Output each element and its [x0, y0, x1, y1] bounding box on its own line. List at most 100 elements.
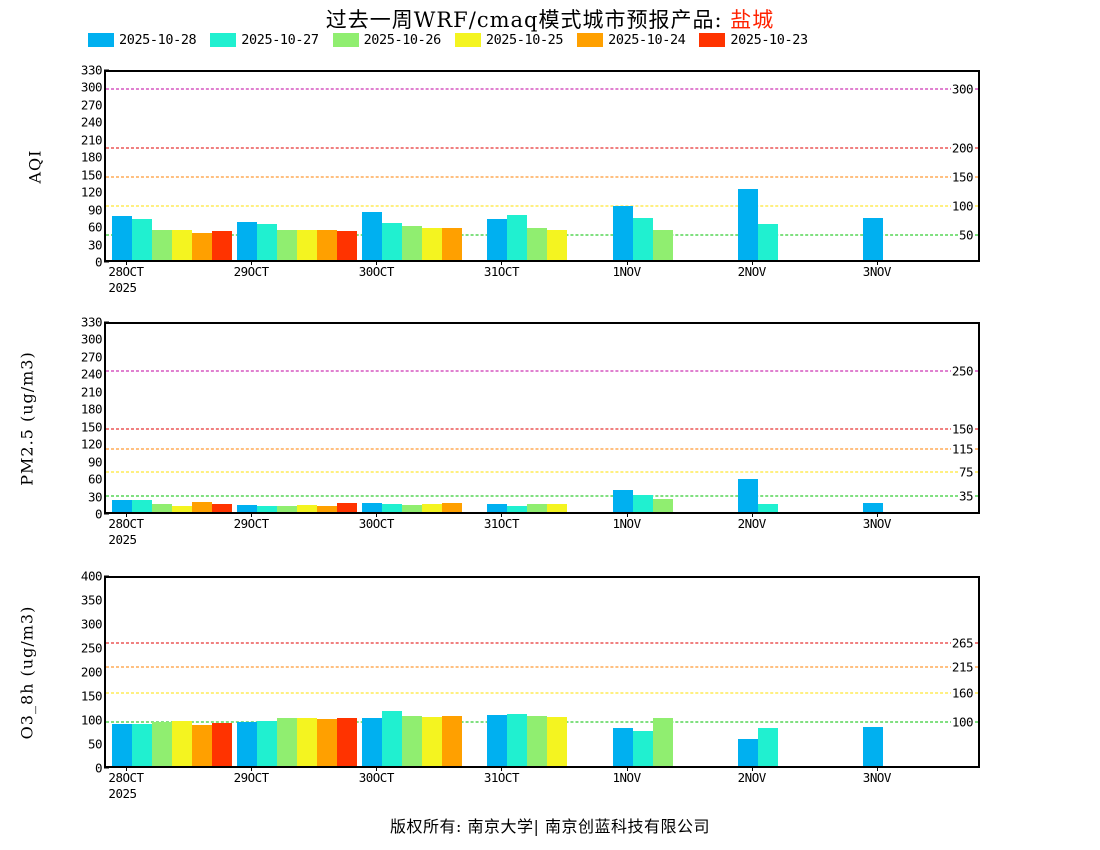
threshold-line-215	[106, 666, 978, 668]
bar[interactable]	[317, 229, 338, 260]
bar[interactable]	[757, 504, 778, 512]
bar[interactable]	[757, 223, 778, 260]
bar[interactable]	[132, 218, 152, 260]
bar[interactable]	[257, 223, 278, 260]
bar[interactable]	[317, 505, 338, 512]
bar[interactable]	[172, 721, 192, 766]
bar-group-1NOV	[612, 324, 673, 512]
legend-item-2025-10-25[interactable]: 2025-10-25	[454, 32, 564, 48]
bar-group-30OCT	[362, 324, 463, 512]
bar[interactable]	[527, 228, 548, 260]
bar[interactable]	[212, 504, 232, 512]
bar[interactable]	[152, 229, 172, 260]
legend-item-2025-10-27[interactable]: 2025-10-27	[210, 32, 319, 48]
bar[interactable]	[112, 724, 132, 766]
bar[interactable]	[737, 478, 758, 512]
bar[interactable]	[757, 728, 778, 766]
legend-item-2025-10-23[interactable]: 2025-10-23	[699, 32, 808, 48]
bar[interactable]	[487, 714, 508, 766]
bar[interactable]	[507, 714, 528, 766]
bar[interactable]	[362, 211, 383, 260]
legend-item-2025-10-24[interactable]: 2025-10-24	[577, 32, 686, 48]
bar[interactable]	[507, 214, 528, 260]
bar[interactable]	[862, 502, 883, 512]
bar[interactable]	[652, 717, 673, 766]
bar[interactable]	[112, 499, 132, 512]
bar[interactable]	[422, 504, 443, 512]
bar[interactable]	[237, 222, 258, 260]
bar[interactable]	[487, 504, 508, 512]
bar[interactable]	[507, 505, 528, 512]
chart-panel-o3-8h: O3_8h (ug/m3) 0 50 100 150 200 250 300 350 400 100…	[0, 566, 1100, 801]
bar[interactable]	[362, 502, 383, 512]
bar[interactable]	[487, 219, 508, 260]
bar[interactable]	[112, 216, 132, 260]
bar[interactable]	[337, 718, 358, 766]
x-tick-label: 30OCT	[359, 770, 395, 785]
bar[interactable]	[402, 505, 423, 512]
bar[interactable]	[402, 226, 423, 260]
bar[interactable]	[612, 727, 633, 766]
bar[interactable]	[192, 724, 212, 766]
bar[interactable]	[632, 495, 653, 512]
bar[interactable]	[612, 490, 633, 512]
bar[interactable]	[237, 505, 258, 512]
legend-item-2025-10-26[interactable]: 2025-10-26	[332, 32, 441, 48]
bar[interactable]	[632, 218, 653, 260]
bar[interactable]	[422, 716, 443, 766]
bar[interactable]	[257, 505, 278, 512]
bar[interactable]	[152, 722, 172, 766]
y-tick-label: 300	[80, 79, 103, 95]
bar[interactable]	[632, 730, 653, 766]
bar[interactable]	[152, 504, 172, 512]
bar[interactable]	[442, 503, 463, 512]
bar[interactable]	[382, 711, 403, 766]
bar[interactable]	[297, 229, 318, 260]
x-tick-label-date: 2NOV	[737, 264, 767, 279]
bar[interactable]	[382, 503, 403, 512]
bar[interactable]	[132, 724, 152, 766]
bar[interactable]	[337, 230, 358, 260]
bar[interactable]	[547, 229, 568, 260]
bar[interactable]	[547, 716, 568, 766]
bar[interactable]	[362, 717, 383, 766]
bar-group-29OCT	[237, 324, 358, 512]
bar[interactable]	[277, 506, 298, 512]
bar[interactable]	[277, 718, 298, 766]
bar[interactable]	[337, 503, 358, 512]
bar[interactable]	[737, 739, 758, 766]
bar[interactable]	[527, 716, 548, 766]
bar[interactable]	[297, 505, 318, 512]
bar[interactable]	[212, 723, 232, 766]
bar[interactable]	[547, 503, 568, 512]
bar[interactable]	[192, 501, 212, 512]
bar[interactable]	[172, 505, 192, 512]
bar[interactable]	[317, 719, 338, 766]
x-tick-label-date: 28OCT	[108, 770, 144, 785]
bar[interactable]	[172, 229, 192, 260]
bar[interactable]	[612, 205, 633, 260]
bar[interactable]	[862, 218, 883, 260]
bar[interactable]	[132, 500, 152, 512]
bar[interactable]	[737, 189, 758, 260]
bar[interactable]	[237, 721, 258, 766]
bar[interactable]	[212, 230, 232, 260]
bar[interactable]	[442, 715, 463, 766]
bar[interactable]	[297, 718, 318, 766]
bar[interactable]	[652, 499, 673, 512]
bar[interactable]	[652, 229, 673, 260]
y-tick-label: 0	[94, 254, 103, 270]
x-tick-label-year: 2025	[108, 532, 137, 547]
x-tick-label: 31OCT	[484, 264, 520, 279]
bar[interactable]	[257, 720, 278, 766]
bar[interactable]	[527, 504, 548, 512]
bar[interactable]	[192, 232, 212, 260]
bar[interactable]	[442, 228, 463, 260]
bar[interactable]	[422, 228, 443, 260]
bar[interactable]	[277, 229, 298, 260]
bar[interactable]	[862, 726, 883, 766]
legend-item-2025-10-28[interactable]: 2025-10-28	[88, 32, 197, 48]
bar[interactable]	[402, 716, 423, 766]
threshold-label-35: 35	[957, 488, 974, 504]
bar[interactable]	[382, 223, 403, 260]
